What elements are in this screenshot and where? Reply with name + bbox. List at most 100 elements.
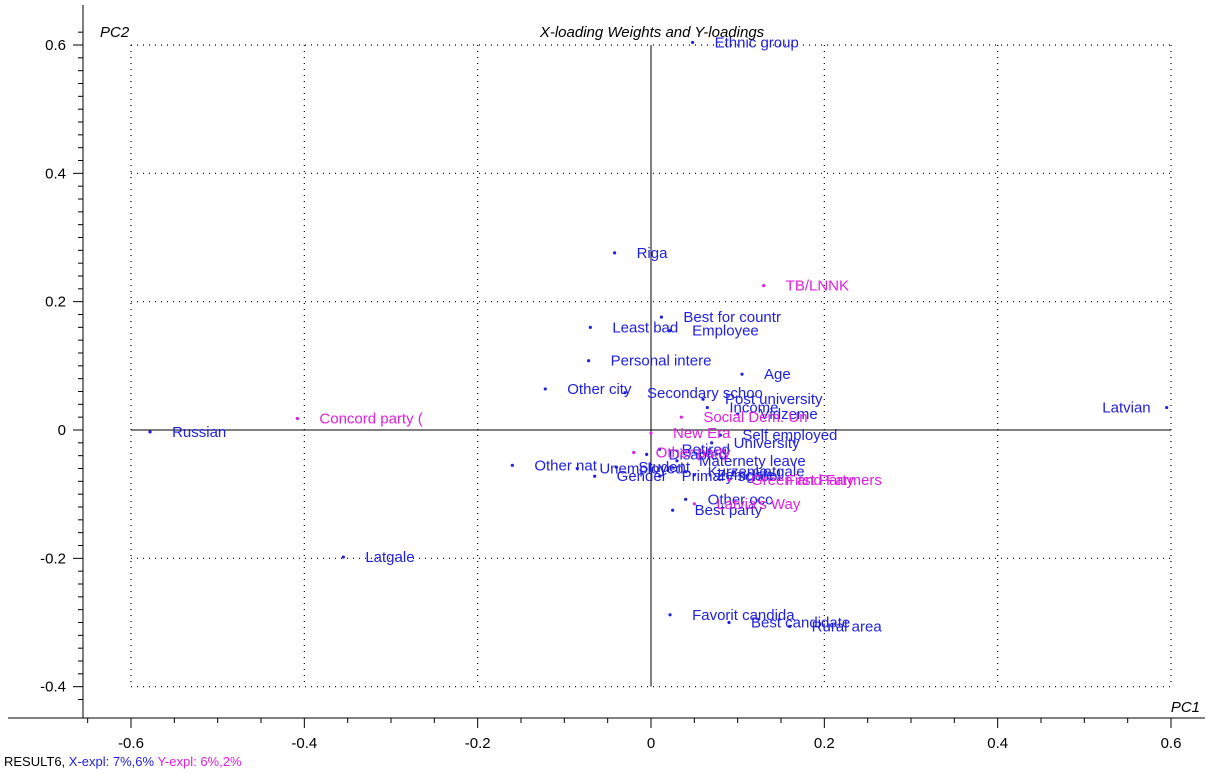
data-point <box>658 447 662 451</box>
point-label: University <box>734 435 800 452</box>
ticks: -0.6 -0.4 -0.2 0 0.2 0.4 0.6 -0.4 -0.2 0 0.2 0.4 0.6 <box>40 31 1182 752</box>
data-point <box>649 431 653 435</box>
data-point <box>736 412 740 416</box>
data-point <box>148 430 152 434</box>
data-point <box>692 473 696 477</box>
data-point <box>575 466 579 471</box>
data-point <box>593 474 597 478</box>
data-point <box>710 441 714 445</box>
data-point <box>701 397 705 401</box>
point-label: Best party <box>695 502 763 519</box>
data-point <box>671 508 675 512</box>
y-tick-label: 0.4 <box>45 165 66 182</box>
y-tick-label: 0.6 <box>45 37 66 54</box>
data-point <box>588 325 592 329</box>
footer-y-explained: Y-expl: 6%,2% <box>157 754 242 769</box>
data-point <box>788 624 792 628</box>
point-label: Latvian <box>1102 400 1150 417</box>
point-label: Vidzeme <box>760 406 818 423</box>
data-point <box>614 465 618 469</box>
x-tick-label: -0.6 <box>118 735 144 752</box>
points: Ethnic group Riga Best for countr Least bad… <box>148 34 1169 635</box>
data-point <box>645 452 649 456</box>
data-point <box>740 372 744 376</box>
x-tick-label: 0.6 <box>1161 735 1182 752</box>
point-label: Other nat <box>534 457 597 474</box>
point-label: Least bad <box>612 319 678 336</box>
data-point <box>632 450 636 455</box>
data-point <box>684 497 688 501</box>
x-axis-label: PC1 <box>1171 699 1200 716</box>
data-point <box>612 251 617 255</box>
point-label: Personal intere <box>611 353 712 370</box>
point-label: Concord party ( <box>319 410 422 427</box>
point-label: Kurzeme <box>708 464 768 481</box>
point-label: Ethnic group <box>715 34 799 51</box>
data-point <box>679 415 683 419</box>
data-point <box>727 478 731 482</box>
data-point <box>586 359 591 363</box>
point-label: Other party <box>656 444 732 461</box>
data-point <box>705 405 709 410</box>
data-point <box>692 502 696 506</box>
point-label: Latgale <box>365 549 414 566</box>
data-point <box>684 470 688 474</box>
point-label: Retired <box>682 441 730 458</box>
point-label: TB/LNNK <box>786 278 849 295</box>
data-point <box>295 416 299 421</box>
y-tick-label: -0.2 <box>40 550 66 567</box>
footer-result: RESULT6, <box>4 754 69 769</box>
point-label: Income <box>729 400 778 417</box>
data-point <box>1165 405 1169 410</box>
footer: RESULT6, X-expl: 7%,6% Y-expl: 6%,2% <box>4 754 242 769</box>
point-label: Primary school <box>682 468 781 485</box>
point-label: Other occ <box>708 491 774 508</box>
data-point <box>543 387 547 391</box>
axes <box>8 5 1205 719</box>
point-label: Best candidate <box>751 615 850 632</box>
point-label: Latvia's Way <box>716 496 801 513</box>
grid <box>130 44 1172 688</box>
point-label: Unemployed <box>599 461 683 478</box>
data-point <box>668 613 672 617</box>
point-label: Student <box>638 459 691 476</box>
point-label: Self employed <box>742 427 837 444</box>
y-axis-label: PC2 <box>100 24 130 41</box>
point-label: Latgale <box>755 464 804 481</box>
point-label: Riga <box>637 245 669 262</box>
data-point <box>510 463 514 467</box>
data-point <box>658 474 662 478</box>
point-label: New Era <box>673 425 731 442</box>
point-label: Russian <box>172 424 226 441</box>
x-tick-label: 0 <box>647 735 655 752</box>
point-label: Social Dem. Un <box>703 409 807 426</box>
data-point <box>659 315 664 319</box>
data-point <box>731 470 735 474</box>
x-tick-label: -0.2 <box>465 735 491 752</box>
data-point <box>668 328 672 333</box>
y-tick-label: -0.4 <box>40 679 66 696</box>
x-tick-label: 0.4 <box>987 735 1008 752</box>
point-label: Favorit candida <box>692 607 795 624</box>
point-label: Best for countr <box>683 309 781 326</box>
point-label: Other city <box>567 381 632 398</box>
point-label: Disabled <box>669 446 727 463</box>
data-point <box>727 620 731 625</box>
data-point <box>341 555 345 559</box>
y-tick-label: 0 <box>58 422 66 439</box>
data-point <box>691 40 695 45</box>
point-label: Post university <box>725 391 823 408</box>
point-label: Gender <box>617 468 667 485</box>
point-label: First Party <box>786 472 855 489</box>
y-tick-label: 0.2 <box>45 294 66 311</box>
footer-x-explained: X-expl: 7%,6% <box>68 754 155 769</box>
point-label: Zemgale <box>716 467 774 484</box>
point-label: Green and Farmers <box>751 472 882 489</box>
point-label: Rural area <box>812 618 883 635</box>
data-point <box>675 459 679 463</box>
point-label: Maternety leave <box>699 453 806 470</box>
data-point <box>718 433 722 437</box>
data-point <box>623 391 627 395</box>
data-point <box>762 284 766 288</box>
